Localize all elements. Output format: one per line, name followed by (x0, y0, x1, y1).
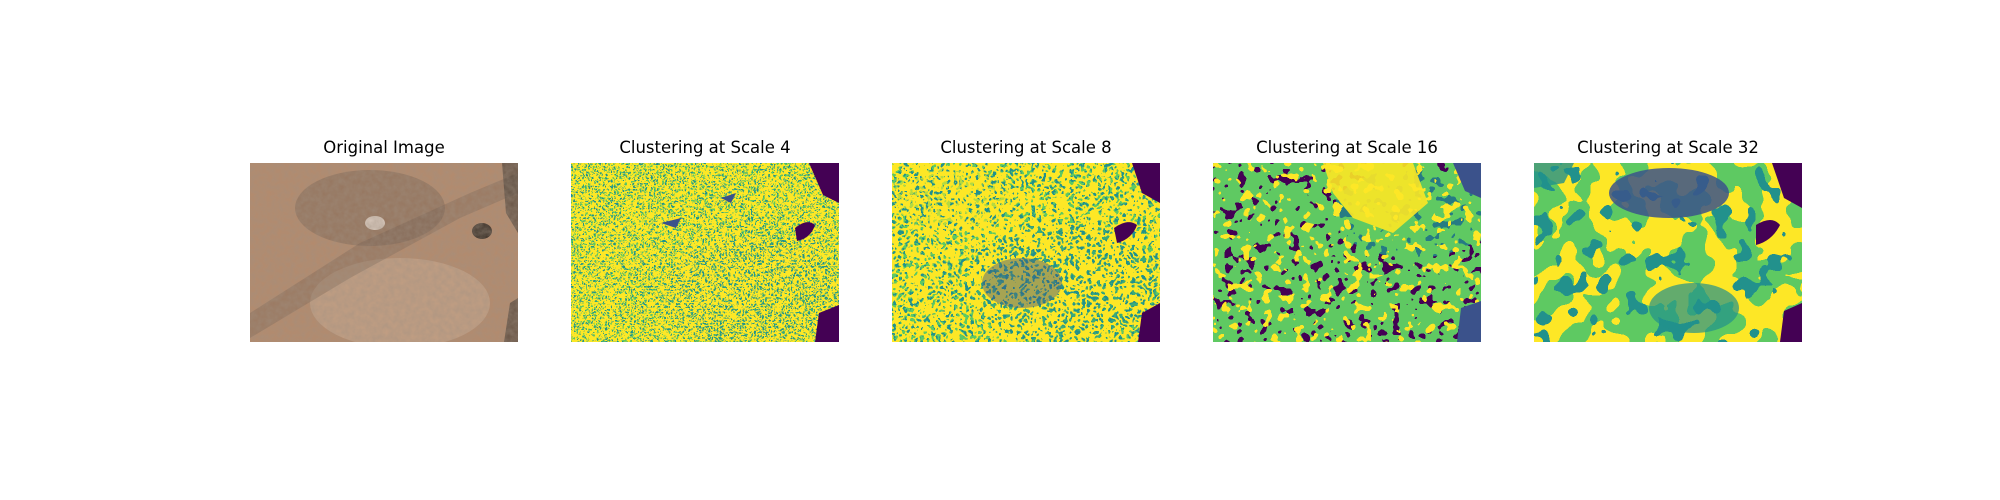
cluster-region-purple-top (809, 163, 839, 203)
panel-title: Clustering at Scale 8 (940, 138, 1112, 157)
cluster-speckle-yellow (1213, 163, 1481, 342)
cluster-canvas-scale-32 (1534, 163, 1802, 342)
original-image (250, 163, 518, 342)
cluster-region-blue-top (1453, 163, 1481, 198)
cluster-canvas-scale-16 (1213, 163, 1481, 342)
cluster-map-scale-8 (892, 163, 1160, 342)
panel-title: Original Image (323, 138, 445, 157)
cluster-region-blue (982, 258, 1062, 308)
cluster-region-purple-spot (1114, 222, 1137, 243)
cluster-region-blue (661, 193, 736, 228)
panel-title: Clustering at Scale 4 (619, 138, 791, 157)
cluster-speckle-yellow (892, 163, 1160, 342)
cluster-map-scale-32 (1534, 163, 1802, 342)
cluster-speckle-yellow (571, 163, 839, 342)
cluster-region-purple-bottom (1780, 303, 1802, 342)
cluster-region-purple-bottom (815, 305, 839, 342)
original-photo-canvas (250, 163, 518, 342)
cluster-canvas-scale-4 (571, 163, 839, 342)
cluster-region-blue-top (1609, 168, 1729, 218)
cluster-region-teal-corner (1534, 163, 1574, 188)
cluster-region-purple-top (1132, 163, 1160, 203)
photo-grain (250, 163, 518, 342)
panel-title: Clustering at Scale 16 (1256, 138, 1438, 157)
panel-title: Clustering at Scale 32 (1577, 138, 1759, 157)
panel-original-image: Original Image (250, 138, 518, 343)
cluster-region-blue-bottom (1457, 301, 1481, 342)
cluster-region-purple-bottom (1138, 303, 1160, 342)
cluster-map-scale-4 (571, 163, 839, 342)
panel-scale-4: Clustering at Scale 4 (571, 138, 839, 343)
panel-scale-8: Clustering at Scale 8 (892, 138, 1160, 343)
cluster-region-teal-bottom (1649, 283, 1739, 333)
cluster-map-scale-16 (1213, 163, 1481, 342)
panel-scale-16: Clustering at Scale 16 (1213, 138, 1481, 343)
cluster-region-purple-spot (1756, 220, 1780, 245)
cluster-region-purple-top (1772, 163, 1802, 208)
panel-scale-32: Clustering at Scale 32 (1534, 138, 1802, 343)
cluster-canvas-scale-8 (892, 163, 1160, 342)
cluster-region-purple-spot (795, 222, 815, 241)
